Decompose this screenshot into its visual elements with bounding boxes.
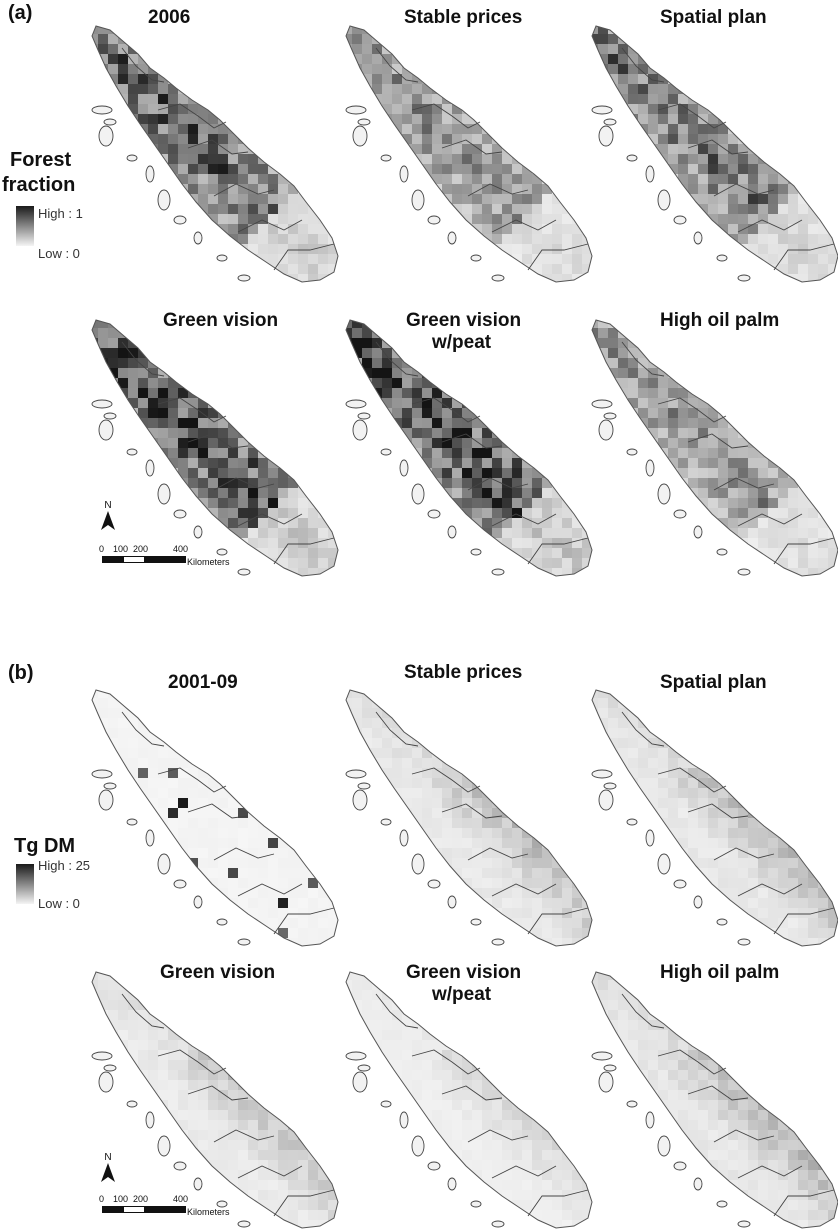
map-graphic (91, 319, 339, 577)
map-graphic (591, 971, 838, 1229)
north-label-a: N (104, 500, 112, 511)
map-a-1 (342, 24, 593, 286)
map-b-3 (88, 970, 339, 1232)
map-title-a-5: High oil palm (660, 310, 780, 331)
map-title-b-2: Spatial plan (660, 672, 767, 693)
map-title-a-4-line2: w/peat (432, 332, 492, 353)
panel-label-a: (a) (8, 2, 33, 24)
scale-tick-0: 0 (99, 544, 105, 554)
map-title-a-1: Stable prices (404, 7, 523, 28)
map-title-a-4: Green vision w/peat (406, 310, 521, 354)
map-a-2 (588, 24, 838, 286)
legend-b-color-ramp (16, 864, 34, 904)
map-title-b-5: High oil palm (660, 962, 780, 983)
legend-high-label: High : 1 (38, 206, 83, 221)
map-graphic (345, 689, 593, 947)
map-graphic (345, 25, 593, 283)
map-b-2 (588, 688, 838, 950)
forest-fraction-legend: Forest fraction High : 1 Low : 0 (2, 148, 83, 261)
map-graphic (345, 319, 593, 577)
map-graphic (91, 971, 339, 1229)
map-title-a-0: 2006 (148, 7, 191, 28)
north-label-b: N (104, 1152, 112, 1163)
map-graphic (91, 689, 339, 947)
legend-title-line2: fraction (2, 174, 76, 196)
map-title-a-4-line1: Green vision (406, 310, 522, 331)
north-arrow-a: N (100, 500, 116, 534)
legend-title-line1: Forest (10, 149, 72, 171)
scale-tick-0: 0 (99, 1194, 105, 1204)
map-graphic (345, 971, 593, 1229)
tg-dm-legend: Tg DM High : 25 Low : 0 (2, 834, 90, 911)
scale-tick-100: 100 (113, 544, 129, 554)
map-b-5 (588, 970, 838, 1232)
map-b-0 (88, 688, 339, 950)
legend-b-low-label: Low : 0 (38, 896, 80, 911)
map-a-3 (88, 318, 339, 580)
map-title-b-0: 2001-09 (168, 672, 238, 693)
map-b-1 (342, 688, 593, 950)
map-a-5 (588, 318, 838, 580)
map-graphic (91, 25, 339, 283)
map-a-0 (88, 24, 339, 286)
scale-tick-100: 100 (113, 1194, 129, 1204)
legend-color-ramp (16, 206, 34, 246)
map-title-b-4-line1: Green vision (406, 962, 522, 983)
scale-bar-graphic (102, 1206, 186, 1213)
map-graphic (591, 689, 838, 947)
panel-label-b: (b) (8, 662, 34, 684)
scale-bar-b: 0 100 200 400 Kilometers (99, 1194, 252, 1217)
north-arrow-icon (101, 1163, 115, 1182)
map-graphic (591, 25, 838, 283)
map-title-a-2: Spatial plan (660, 7, 767, 28)
map-graphic (591, 319, 838, 577)
scale-tick-400: 400 (173, 544, 189, 554)
map-title-b-4: Green vision w/peat (406, 962, 521, 1006)
scale-unit: Kilometers (187, 557, 230, 567)
map-b-4 (342, 970, 593, 1232)
north-arrow-b: N (100, 1152, 116, 1186)
scale-unit: Kilometers (187, 1207, 230, 1217)
scale-tick-200: 200 (133, 544, 149, 554)
scale-bar-graphic (102, 556, 186, 563)
scale-tick-400: 400 (173, 1194, 189, 1204)
scale-tick-200: 200 (133, 1194, 149, 1204)
map-title-b-1: Stable prices (404, 662, 523, 683)
north-arrow-icon (101, 511, 115, 530)
map-title-a-3: Green vision (163, 310, 279, 331)
legend-low-label: Low : 0 (38, 246, 80, 261)
scale-bar-a: 0 100 200 400 Kilometers (99, 544, 252, 567)
map-title-b-3: Green vision (160, 962, 276, 983)
map-a-4 (342, 318, 593, 580)
map-title-b-4-line2: w/peat (432, 984, 492, 1005)
legend-b-title: Tg DM (14, 835, 76, 857)
legend-b-high-label: High : 25 (38, 858, 91, 873)
